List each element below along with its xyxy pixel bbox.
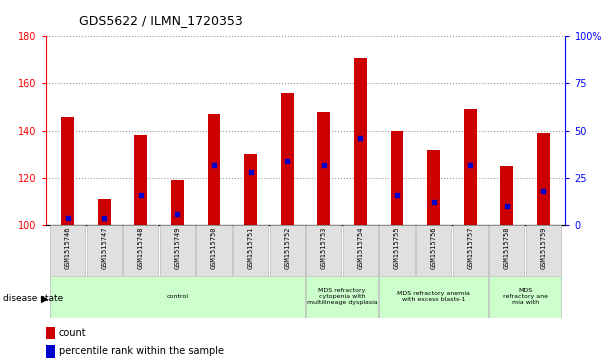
Text: GDS5622 / ILMN_1720353: GDS5622 / ILMN_1720353 bbox=[79, 15, 243, 28]
Text: ▶: ▶ bbox=[41, 294, 49, 304]
Text: GSM1515754: GSM1515754 bbox=[358, 227, 364, 269]
Bar bbox=[244, 154, 257, 225]
Bar bbox=[207, 114, 221, 225]
Text: GSM1515752: GSM1515752 bbox=[284, 227, 290, 269]
Bar bbox=[46, 327, 55, 339]
Bar bbox=[390, 131, 404, 225]
Bar bbox=[281, 93, 294, 225]
Text: percentile rank within the sample: percentile rank within the sample bbox=[58, 346, 224, 356]
Text: disease state: disease state bbox=[3, 294, 63, 303]
Text: count: count bbox=[58, 328, 86, 338]
Bar bbox=[427, 150, 440, 225]
Bar bbox=[160, 225, 195, 276]
Text: MDS refractory anemia
with excess blasts-1: MDS refractory anemia with excess blasts… bbox=[397, 291, 470, 302]
Bar bbox=[98, 199, 111, 225]
Bar bbox=[416, 225, 451, 276]
Bar bbox=[123, 225, 158, 276]
Bar bbox=[464, 109, 477, 225]
Bar bbox=[526, 225, 561, 276]
Text: GSM1515756: GSM1515756 bbox=[430, 227, 437, 269]
Bar bbox=[379, 276, 488, 318]
Text: GSM1515755: GSM1515755 bbox=[394, 227, 400, 269]
Bar bbox=[317, 112, 330, 225]
Bar bbox=[537, 133, 550, 225]
Text: GSM1515759: GSM1515759 bbox=[541, 227, 547, 269]
Bar bbox=[269, 225, 305, 276]
Text: GSM1515750: GSM1515750 bbox=[211, 227, 217, 269]
Bar bbox=[134, 135, 147, 225]
Bar bbox=[233, 225, 268, 276]
Text: GSM1515753: GSM1515753 bbox=[321, 227, 327, 269]
Bar bbox=[379, 225, 415, 276]
Text: GSM1515751: GSM1515751 bbox=[247, 227, 254, 269]
Bar bbox=[86, 225, 122, 276]
Text: GSM1515749: GSM1515749 bbox=[174, 227, 181, 269]
Text: GSM1515747: GSM1515747 bbox=[101, 227, 107, 269]
Text: GSM1515757: GSM1515757 bbox=[468, 227, 473, 269]
Bar bbox=[196, 225, 232, 276]
Bar bbox=[61, 117, 74, 225]
Bar bbox=[453, 225, 488, 276]
Bar bbox=[489, 225, 525, 276]
Bar bbox=[500, 166, 513, 225]
Bar bbox=[306, 276, 378, 318]
Bar bbox=[50, 225, 85, 276]
Text: MDS
refractory ane
mia with: MDS refractory ane mia with bbox=[503, 289, 548, 305]
Text: MDS refractory
cytopenia with
multilineage dysplasia: MDS refractory cytopenia with multilinea… bbox=[307, 289, 378, 305]
Bar bbox=[50, 276, 305, 318]
Bar bbox=[354, 57, 367, 225]
Text: GSM1515748: GSM1515748 bbox=[138, 227, 143, 269]
Text: GSM1515746: GSM1515746 bbox=[64, 227, 71, 269]
Bar bbox=[306, 225, 342, 276]
Bar bbox=[46, 345, 55, 358]
Bar bbox=[171, 180, 184, 225]
Bar bbox=[489, 276, 561, 318]
Text: GSM1515758: GSM1515758 bbox=[504, 227, 510, 269]
Bar bbox=[343, 225, 378, 276]
Text: control: control bbox=[167, 294, 188, 299]
